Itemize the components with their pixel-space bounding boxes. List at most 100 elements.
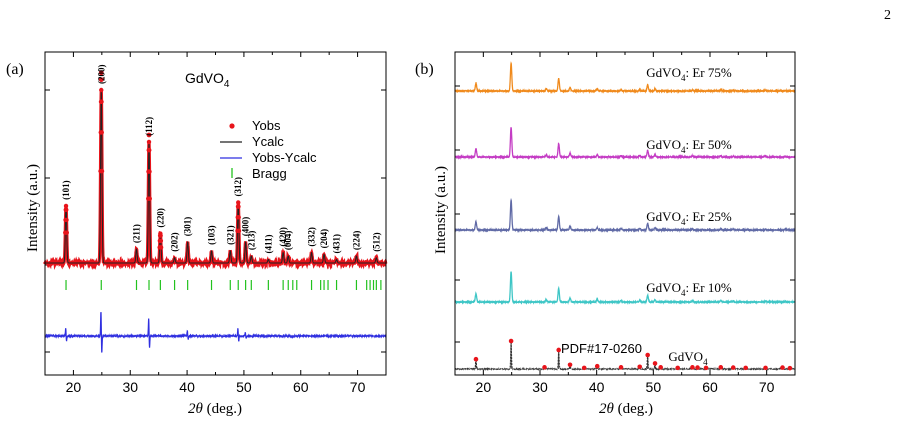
panel-a-yobs-point [236,200,241,205]
panel-b-ref-marker [645,352,650,358]
panel-a-peak-label: (400) [241,217,251,237]
panel-a-peak-label: (112) [144,117,154,136]
panel-b-ref-marker [703,365,709,371]
panel-b-series-label: GdVO4: Er 50% [646,137,732,155]
panel-a-yobs-point [236,228,242,234]
panel-b-xtick-label: 40 [589,379,605,395]
panel-a-peak-label: (103) [207,225,217,245]
panel-b-ref-marker [556,347,561,353]
panel-a-yobs-point [236,215,241,220]
panel-b-series-line [454,197,796,234]
panel-a-peak-label: (101) [61,180,71,200]
panel-a-peak-label: (004) [283,231,293,251]
panel-a-peak-label: (411) [263,235,273,254]
panel-b-ref-marker [542,365,547,370]
panel-b-ref-marker [473,356,479,362]
panel-a-ycalc-line [45,89,386,264]
panel-a-xlabel: 2θ (deg.) [188,401,242,417]
panel-a-yobs-point [63,203,69,209]
panel-b-reference-label: PDF#17-0260 [561,341,642,356]
panel-a-peak-label: (420) [278,227,288,247]
panel-a-yobs-point [146,139,152,145]
panel-b-series-label: GdVO4: Er 25% [646,209,732,227]
panel-b-xlabel: 2θ (deg.) [599,401,653,417]
panel-b-ref-pattern [454,341,796,372]
panel-b-ref-marker [690,365,695,370]
panel-b-ref-marker [787,365,793,371]
panel-b-ref-marker [695,365,700,370]
panel-a-peak-label: (431) [332,234,342,254]
panel-b-ref-marker [675,365,680,371]
panel-b-ref-marker [780,365,785,370]
panel-b: (b) Intensity (a.u.) 2θ (deg.) 20 30 40 50 6… [415,51,796,417]
panel-a-yobs-point [158,233,163,238]
panel-a-diff-line [44,312,387,353]
panel-a-yobs-point [64,217,69,223]
panel-a-peak-label: (200) [96,65,106,85]
panel-b-ref-marker [730,365,736,370]
panel-a: (a) GdVO4 Intensity (a.u.) 2θ (deg.) 20 3… [6,51,388,417]
panel-a-yobs-point [158,238,164,244]
panel-a-yobs-point [146,132,152,138]
panel-a-peak-label: (321) [225,225,235,245]
panel-a-yobs-point [99,130,104,135]
panel-a-xtick-label: 20 [66,379,82,395]
panel-b-series-line [454,127,796,161]
panel-a-xtick-label: 70 [350,379,366,395]
panel-a-peak-label: (211) [132,224,142,243]
panel-a-peak-label: (332) [307,227,317,247]
legend-marker-yobs [229,123,235,129]
panel-a-ylabel: Intensity (a.u.) [25,164,41,252]
panel-b-xtick-label: 30 [532,379,548,395]
panel-a-yobs-point [99,168,105,174]
panel-b-ref-marker [567,362,573,368]
panel-a-yobs-point [98,77,104,83]
panel-a-yobs-point [158,245,164,250]
panel-b-ref-marker [652,361,658,366]
panel-a-yobs-point [147,147,152,153]
panel-b-ref-marker [763,365,768,371]
panel-a-yobs-point [236,204,241,209]
panel-b-ref-marker [618,365,624,370]
panel-b-ref-marker [594,363,600,369]
legend-entry-label: Yobs [252,118,281,133]
panel-a-yobs-point [99,87,104,93]
panel-b-label: (b) [415,61,434,78]
panel-b-series-line [454,61,796,95]
panel-a-peak-label: (301) [183,217,193,237]
panel-a-peak-label: (512) [371,232,381,252]
panel-a-peak-label: (220) [155,208,165,228]
panel-a-peak-label: (224) [351,231,361,251]
panel-b-series-line [454,271,796,306]
panel-a-peak-label: (204) [319,229,329,249]
panel-a-xtick-label: 50 [236,379,252,395]
panel-a-xtick-label: 30 [122,379,138,395]
panel-b-ylabel: Intensity (a.u.) [433,166,449,254]
panel-b-xtick-label: 60 [702,379,718,395]
panel-b-series-label: GdVO4: Er 75% [646,65,732,83]
panel-b-ref-marker [743,365,748,371]
panel-b-frame [454,51,796,376]
panel-a-xtick-label: 60 [293,379,309,395]
panel-b-ref-marker [637,364,643,370]
panel-a-peak-label: (202) [170,232,180,252]
panel-a-yobs-point [147,169,152,174]
panel-b-ref-marker [718,365,724,370]
panel-a-peak-label: (213) [246,231,256,251]
panel-a-xtick-label: 40 [179,379,195,395]
panel-b-ref-marker [658,365,663,370]
panel-b-ref-marker [508,338,514,344]
panel-b-series-label: GdVO4 [668,349,708,367]
panel-b-ref-marker [581,365,587,371]
panel-a-yobs-point [147,196,152,201]
legend-entry-label: Bragg [252,166,287,181]
panel-a-label: (a) [6,61,24,78]
legend-entry-label: Yobs-Ycalc [252,150,317,165]
panel-a-frame [44,51,387,376]
panel-b-series-label: GdVO4: Er 10% [646,280,732,298]
legend-entry-label: Ycalc [252,134,284,149]
panel-a-yobs-point [98,70,104,76]
panel-a-yobs-point [64,207,69,212]
